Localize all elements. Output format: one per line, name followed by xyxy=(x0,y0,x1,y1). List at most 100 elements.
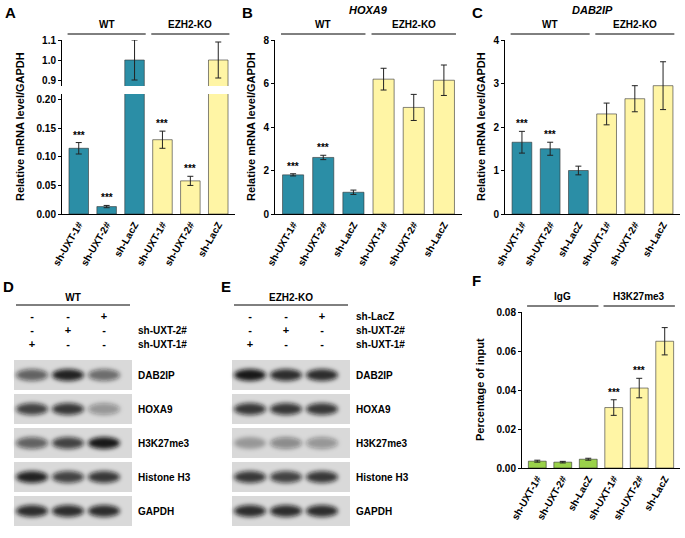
svg-text:***: *** xyxy=(608,387,620,398)
svg-text:EZH2-KO: EZH2-KO xyxy=(168,19,212,30)
svg-text:-: - xyxy=(284,310,288,322)
svg-text:GAPDH: GAPDH xyxy=(356,506,392,517)
svg-text:sh-UXT-2#: sh-UXT-2# xyxy=(386,220,420,268)
svg-text:sh-LacZ: sh-LacZ xyxy=(421,220,450,259)
svg-text:WT: WT xyxy=(99,19,115,30)
svg-text:B: B xyxy=(242,4,253,21)
svg-text:sh-UXT-2#: sh-UXT-2# xyxy=(522,220,556,268)
svg-text:sh-UXT-2#: sh-UXT-2# xyxy=(79,220,113,268)
svg-text:-: - xyxy=(284,338,288,350)
svg-text:sh-LacZ: sh-LacZ xyxy=(112,220,141,259)
svg-text:A: A xyxy=(5,4,16,21)
svg-text:DAB2IP: DAB2IP xyxy=(356,370,393,381)
svg-text:2: 2 xyxy=(263,165,269,176)
svg-text:+: + xyxy=(247,338,253,350)
svg-text:WT: WT xyxy=(65,292,81,303)
svg-text:GAPDH: GAPDH xyxy=(138,506,174,517)
svg-text:0.10: 0.10 xyxy=(37,151,57,162)
svg-text:0.08: 0.08 xyxy=(497,307,517,318)
svg-text:-: - xyxy=(30,324,34,336)
svg-text:-: - xyxy=(102,338,106,350)
svg-text:-: - xyxy=(66,338,70,350)
svg-text:HOXA9: HOXA9 xyxy=(356,404,391,415)
svg-text:***: *** xyxy=(516,118,528,129)
svg-text:sh-UXT-1#: sh-UXT-1# xyxy=(51,220,85,268)
svg-text:sh-LacZ: sh-LacZ xyxy=(640,220,669,259)
svg-text:+: + xyxy=(319,310,325,322)
svg-text:-: - xyxy=(320,324,324,336)
svg-text:HOXA9: HOXA9 xyxy=(138,404,173,415)
svg-text:Relative mRNA level/GAPDH: Relative mRNA level/GAPDH xyxy=(475,52,487,201)
svg-text:1.0: 1.0 xyxy=(42,55,56,66)
svg-text:***: *** xyxy=(156,118,168,129)
svg-text:-: - xyxy=(248,310,252,322)
svg-text:sh-UXT-1#: sh-UXT-1# xyxy=(356,339,405,350)
svg-text:H3K27me3: H3K27me3 xyxy=(138,438,190,449)
svg-text:sh-UXT-1#: sh-UXT-1# xyxy=(494,220,528,268)
svg-text:sh-UXT-2#: sh-UXT-2# xyxy=(295,220,329,268)
svg-text:0.20: 0.20 xyxy=(37,94,57,105)
svg-text:-: - xyxy=(102,324,106,336)
svg-text:sh-LacZ: sh-LacZ xyxy=(556,220,585,259)
svg-text:+: + xyxy=(65,324,71,336)
svg-text:WT: WT xyxy=(315,19,331,30)
svg-text:WT: WT xyxy=(542,19,558,30)
svg-text:IgG: IgG xyxy=(554,291,571,302)
svg-text:sh-UXT-1#: sh-UXT-1# xyxy=(509,474,543,522)
svg-text:Histone H3: Histone H3 xyxy=(356,472,409,483)
svg-text:DAB2IP: DAB2IP xyxy=(572,4,613,16)
svg-text:sh-UXT-2#: sh-UXT-2# xyxy=(162,220,196,268)
svg-text:+: + xyxy=(29,338,35,350)
svg-text:Relative mRNA level/GAPDH: Relative mRNA level/GAPDH xyxy=(245,52,257,201)
svg-text:0.00: 0.00 xyxy=(497,463,517,474)
svg-text:-: - xyxy=(248,324,252,336)
svg-text:6: 6 xyxy=(263,78,269,89)
svg-text:sh-LacZ: sh-LacZ xyxy=(356,311,394,322)
svg-text:2: 2 xyxy=(493,122,499,133)
svg-text:***: *** xyxy=(633,365,645,376)
svg-text:***: *** xyxy=(317,142,329,153)
svg-text:D: D xyxy=(3,278,14,295)
svg-text:sh-UXT-1#: sh-UXT-1# xyxy=(265,220,299,268)
svg-text:1: 1 xyxy=(493,165,499,176)
svg-text:-: - xyxy=(30,310,34,322)
svg-text:***: *** xyxy=(101,192,113,203)
svg-text:3: 3 xyxy=(493,78,499,89)
svg-text:8: 8 xyxy=(263,35,269,46)
svg-text:sh-UXT-1#: sh-UXT-1# xyxy=(586,474,620,522)
svg-text:0.05: 0.05 xyxy=(37,180,57,191)
svg-text:0.9: 0.9 xyxy=(42,75,56,86)
svg-text:H3K27me3: H3K27me3 xyxy=(613,291,665,302)
svg-text:EZH2-KO: EZH2-KO xyxy=(269,292,313,303)
svg-text:HOXA9: HOXA9 xyxy=(349,4,388,16)
svg-text:+: + xyxy=(283,324,289,336)
svg-text:0.00: 0.00 xyxy=(37,209,57,220)
svg-text:***: *** xyxy=(287,161,299,172)
svg-text:sh-UXT-2#: sh-UXT-2# xyxy=(138,325,187,336)
svg-text:sh-UXT-2#: sh-UXT-2# xyxy=(535,474,569,522)
svg-text:0.06: 0.06 xyxy=(497,346,517,357)
svg-text:sh-LacZ: sh-LacZ xyxy=(566,474,595,513)
svg-text:sh-UXT-1#: sh-UXT-1# xyxy=(135,220,169,268)
svg-text:sh-UXT-2#: sh-UXT-2# xyxy=(607,220,641,268)
svg-text:***: *** xyxy=(544,129,556,140)
svg-text:0.15: 0.15 xyxy=(37,123,57,134)
svg-text:sh-LacZ: sh-LacZ xyxy=(331,220,360,259)
svg-text:0.04: 0.04 xyxy=(497,385,517,396)
svg-text:0: 0 xyxy=(263,209,269,220)
svg-text:1.1: 1.1 xyxy=(42,35,56,46)
svg-text:sh-UXT-1#: sh-UXT-1# xyxy=(138,339,187,350)
svg-text:4: 4 xyxy=(493,35,499,46)
svg-text:sh-UXT-1#: sh-UXT-1# xyxy=(356,220,390,268)
svg-text:0: 0 xyxy=(493,209,499,220)
svg-text:4: 4 xyxy=(263,122,269,133)
svg-text:Histone H3: Histone H3 xyxy=(138,472,191,483)
svg-text:***: *** xyxy=(73,130,85,141)
svg-text:sh-LacZ: sh-LacZ xyxy=(196,220,225,259)
svg-text:+: + xyxy=(101,310,107,322)
svg-text:E: E xyxy=(221,278,231,295)
svg-text:DAB2IP: DAB2IP xyxy=(138,370,175,381)
svg-text:F: F xyxy=(472,272,481,289)
svg-text:-: - xyxy=(320,338,324,350)
svg-text:Relative mRNA level/GAPDH: Relative mRNA level/GAPDH xyxy=(14,52,26,201)
